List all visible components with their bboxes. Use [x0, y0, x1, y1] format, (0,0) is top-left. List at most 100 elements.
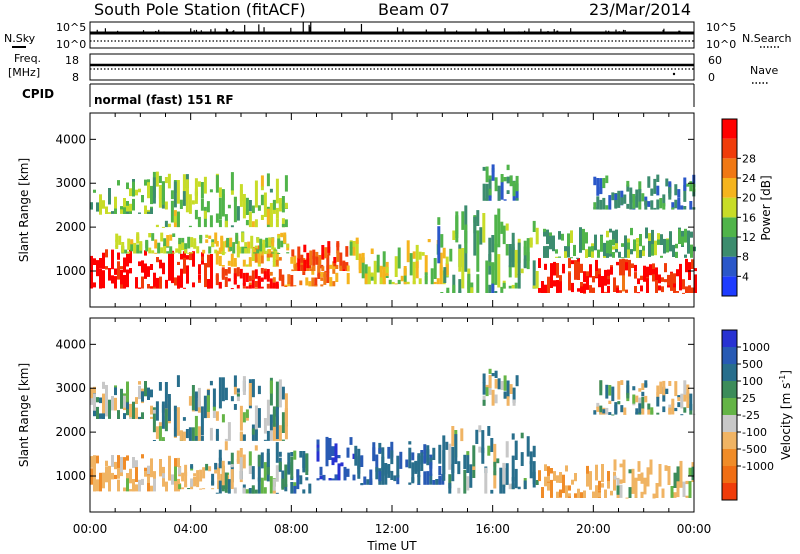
velocity-cell [577, 488, 580, 498]
velocity-cell [239, 457, 243, 480]
power-cell [108, 268, 111, 281]
power-colorbar-tick-label: 24 [742, 172, 756, 185]
power-cell [585, 235, 588, 239]
velocity-cell [485, 387, 489, 397]
power-cell [281, 196, 285, 213]
power-cell [178, 240, 182, 253]
power-cell [691, 287, 694, 293]
power-cell [683, 177, 687, 191]
power-cell [312, 249, 316, 260]
velocity-cell [111, 472, 114, 480]
velocity-band [613, 459, 695, 499]
power-cell [99, 213, 102, 215]
velocity-x-ticks [89, 318, 695, 512]
power-cell [355, 240, 359, 260]
power-cell [409, 253, 413, 276]
velocity-cell [138, 381, 141, 385]
power-cell [617, 190, 621, 208]
power-cell [111, 211, 114, 214]
power-cell [326, 271, 330, 283]
power-cell [335, 272, 339, 282]
power-cell [597, 249, 600, 258]
velocity-cell [562, 474, 565, 492]
power-cell [329, 264, 333, 269]
power-cell [135, 277, 138, 289]
power-cell [211, 242, 215, 247]
power-cell [150, 208, 153, 214]
power-colorbar-ticks: 4 8 12 16 20 24 28 [737, 152, 756, 283]
power-cell [111, 275, 114, 284]
x-tick-label: 20:00 [576, 522, 611, 536]
power-cell [690, 244, 693, 257]
power-cell [155, 171, 159, 187]
velocity-band [482, 368, 519, 406]
power-cell [320, 284, 324, 287]
velocity-cell [141, 454, 144, 459]
velocity-cell [375, 454, 379, 472]
power-cell [244, 242, 248, 251]
power-cell [147, 266, 150, 277]
power-cell [352, 241, 356, 247]
power-cell [236, 284, 240, 289]
velocity-cell [284, 464, 288, 487]
velocity-cell [514, 468, 518, 489]
velocity-cell [631, 468, 635, 482]
velocity-cell [511, 433, 515, 440]
power-cell [589, 285, 592, 293]
power-cell [579, 227, 582, 234]
power-cell [479, 227, 483, 245]
velocity-cell [239, 431, 243, 441]
velocity-cell [360, 455, 364, 467]
velocity-colorbar-tick-label: 25 [742, 392, 756, 405]
velocity-cell [266, 399, 270, 426]
power-cell [638, 181, 642, 193]
velocity-cell [661, 488, 665, 498]
power-cell [156, 257, 159, 263]
velocity-cell [432, 447, 436, 460]
velocity-cell [601, 464, 604, 483]
freq-unit: [MHz] [8, 66, 40, 79]
power-cell [280, 240, 284, 248]
velocity-cell [150, 458, 153, 478]
velocity-cell [571, 479, 574, 485]
power-cell [633, 239, 636, 252]
power-cell [636, 238, 639, 243]
velocity-cell [141, 391, 144, 402]
velocity-cell [275, 381, 279, 410]
power-cell [452, 274, 456, 293]
power-cell [220, 252, 224, 254]
x-tick-label: 04:00 [173, 522, 208, 536]
velocity-cell [541, 487, 544, 498]
power-cell [227, 278, 231, 282]
velocity-cell [331, 478, 335, 481]
velocity-cell [426, 445, 430, 466]
noise-bottom-tick-right: 10^0 [706, 38, 736, 51]
velocity-cell [360, 483, 364, 485]
velocity-cell [664, 465, 668, 471]
velocity-cell [102, 393, 105, 414]
velocity-cell [281, 478, 285, 490]
velocity-cell [411, 452, 415, 461]
power-cell [158, 175, 162, 183]
power-cell [370, 272, 374, 277]
velocity-cell [302, 489, 306, 494]
power-cell [275, 207, 279, 219]
velocity-colorbar-tick-label: -25 [742, 409, 760, 422]
velocity-cell [135, 407, 138, 419]
velocity-cell [208, 466, 212, 472]
power-cell [646, 266, 649, 281]
power-cell [284, 284, 288, 287]
velocity-cell [217, 480, 221, 490]
power-cell [403, 266, 407, 276]
velocity-cell [426, 471, 430, 485]
power-cell [627, 249, 630, 258]
velocity-cell [150, 389, 153, 398]
y-tick-label: 4000 [55, 132, 86, 146]
velocity-cell [278, 461, 282, 470]
power-cell [655, 267, 658, 280]
power-cell [509, 175, 513, 187]
velocity-cell [472, 445, 476, 478]
power-cell [284, 175, 288, 192]
velocity-band [90, 381, 153, 420]
velocity-cell [490, 489, 494, 494]
